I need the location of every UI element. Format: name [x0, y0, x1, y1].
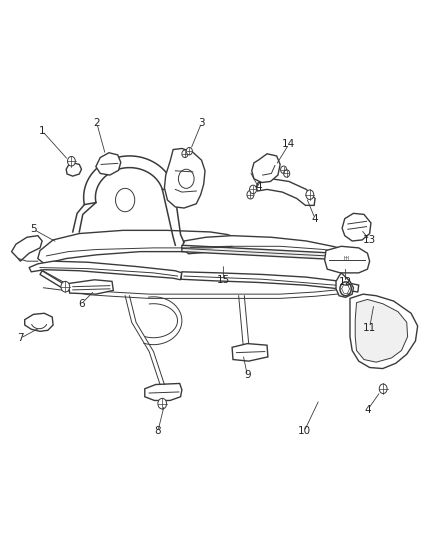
Polygon shape — [84, 156, 174, 205]
Circle shape — [116, 188, 135, 212]
Text: 8: 8 — [155, 426, 161, 437]
Polygon shape — [38, 230, 245, 264]
Polygon shape — [12, 236, 42, 261]
Text: 15: 15 — [217, 275, 230, 285]
Circle shape — [340, 282, 351, 296]
Polygon shape — [66, 163, 81, 176]
Polygon shape — [182, 236, 367, 264]
Text: 7: 7 — [17, 333, 24, 343]
Circle shape — [306, 190, 314, 199]
Polygon shape — [145, 383, 182, 400]
Polygon shape — [325, 246, 370, 273]
Polygon shape — [256, 179, 315, 205]
Polygon shape — [252, 154, 280, 182]
Polygon shape — [350, 294, 418, 368]
Text: 11: 11 — [363, 322, 376, 333]
Circle shape — [379, 384, 387, 393]
Text: 1: 1 — [39, 126, 46, 136]
Text: 14: 14 — [282, 139, 296, 149]
Text: 5: 5 — [30, 224, 37, 235]
Polygon shape — [342, 213, 371, 241]
Polygon shape — [336, 273, 353, 297]
Polygon shape — [182, 245, 367, 261]
Polygon shape — [164, 149, 205, 208]
Polygon shape — [355, 300, 408, 362]
Text: 4: 4 — [312, 214, 318, 224]
Circle shape — [158, 398, 166, 409]
Circle shape — [67, 157, 75, 166]
Circle shape — [281, 166, 287, 173]
Text: 3: 3 — [198, 118, 205, 128]
Circle shape — [178, 169, 194, 188]
Text: 13: 13 — [363, 235, 376, 245]
Circle shape — [247, 190, 254, 199]
Circle shape — [61, 281, 70, 292]
Polygon shape — [96, 153, 121, 175]
Polygon shape — [68, 280, 113, 294]
Text: 6: 6 — [78, 298, 85, 309]
Polygon shape — [232, 344, 268, 361]
Polygon shape — [181, 272, 359, 292]
Circle shape — [250, 185, 257, 193]
Polygon shape — [40, 271, 68, 290]
Polygon shape — [29, 261, 182, 280]
Text: 10: 10 — [297, 426, 311, 437]
Polygon shape — [25, 313, 53, 332]
Circle shape — [284, 169, 290, 177]
Circle shape — [186, 148, 192, 155]
Text: 4: 4 — [255, 182, 261, 192]
Circle shape — [182, 150, 188, 158]
Text: 9: 9 — [244, 370, 251, 381]
Text: 12: 12 — [339, 278, 352, 287]
Text: HH: HH — [344, 256, 350, 261]
Text: 2: 2 — [93, 118, 100, 128]
Text: 4: 4 — [364, 405, 371, 415]
